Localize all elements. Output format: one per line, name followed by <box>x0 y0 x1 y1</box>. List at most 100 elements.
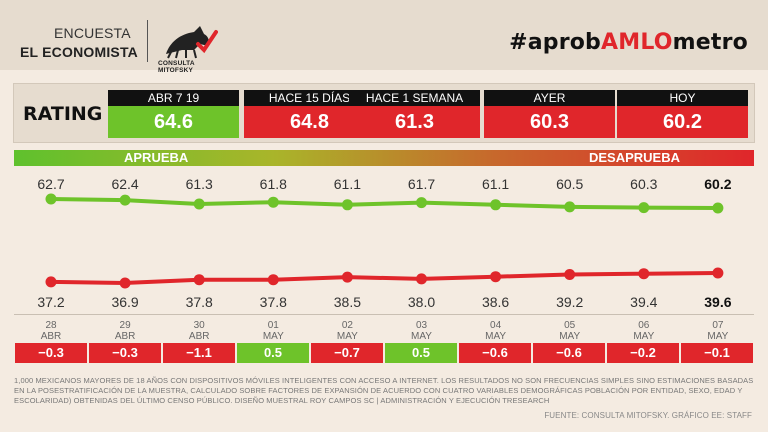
disapprove-point <box>490 271 502 283</box>
date-label: 06 MAY <box>619 320 669 342</box>
rating-card-head: AYER <box>484 90 615 106</box>
daily-change-cell: −0.3 <box>89 343 161 363</box>
approve-point <box>712 202 724 214</box>
date-label: 30 ABR <box>174 320 224 342</box>
legend-approve: APRUEBA <box>124 150 189 165</box>
date-month: ABR <box>188 331 210 342</box>
rating-card-value: 64.6 <box>108 106 239 138</box>
date-label: 07 MAY <box>693 320 743 342</box>
disapprove-point <box>267 274 279 286</box>
daily-change-cell: 0.5 <box>385 343 457 363</box>
approve-value-label: 60.5 <box>556 176 583 192</box>
approve-value-label: 61.1 <box>482 176 509 192</box>
date-month: ABR <box>114 331 136 342</box>
approve-point <box>564 201 576 213</box>
rating-card-today: HOY 60.2 <box>617 90 748 138</box>
approve-value-label: 60.3 <box>630 176 657 192</box>
approve-point <box>416 197 427 209</box>
disapprove-value-label: 36.9 <box>111 294 138 310</box>
disapprove-value-label: 39.2 <box>556 294 583 310</box>
date-month: MAY <box>336 331 358 342</box>
rating-card-abr7: ABR 7 19 64.6 <box>108 90 239 138</box>
date-label: 28 ABR <box>26 320 76 342</box>
hashtag-suffix: metro <box>672 30 748 55</box>
disapprove-value-label: 38.5 <box>334 294 361 310</box>
daily-change-cell: −0.3 <box>15 343 87 363</box>
date-day: 04 <box>490 320 502 331</box>
rating-label: RATING <box>23 103 103 125</box>
rating-card-head: ABR 7 19 <box>108 90 239 106</box>
date-day: 05 <box>564 320 576 331</box>
disapprove-point <box>45 276 57 288</box>
disapprove-value-label: 39.6 <box>704 294 731 310</box>
daily-change-cell: −0.7 <box>311 343 383 363</box>
approve-value-label: 60.2 <box>704 176 731 192</box>
approve-point <box>267 196 279 208</box>
disapprove-point <box>341 271 353 283</box>
approve-point <box>490 199 502 211</box>
disapprove-point <box>193 274 205 286</box>
date-label: 02 MAY <box>322 320 372 342</box>
date-month: MAY <box>707 331 729 342</box>
date-label: 03 MAY <box>397 320 447 342</box>
disapprove-point <box>416 273 427 285</box>
date-day: 02 <box>341 320 353 331</box>
date-label: 04 MAY <box>471 320 521 342</box>
date-month: MAY <box>262 331 284 342</box>
hashtag-highlight: AMLO <box>601 30 673 55</box>
rating-card-value: 60.3 <box>484 106 615 138</box>
approve-series-line <box>50 197 718 210</box>
disapprove-value-label: 38.0 <box>408 294 435 310</box>
hashtag-prefix: #aprob <box>509 30 602 55</box>
date-label: 01 MAY <box>248 320 298 342</box>
rating-card-1-week: HACE 1 SEMANA 61.3 <box>349 90 480 138</box>
disapprove-value-label: 37.8 <box>260 294 287 310</box>
rating-card-value: 60.2 <box>617 106 748 138</box>
date-day: 07 <box>712 320 724 331</box>
approve-point <box>45 193 57 205</box>
approve-point <box>193 198 205 210</box>
disapprove-value-label: 37.8 <box>186 294 213 310</box>
rating-card-head: HACE 1 SEMANA <box>349 90 480 106</box>
approve-value-label: 62.4 <box>111 176 138 192</box>
date-month: MAY <box>485 331 507 342</box>
date-day: 03 <box>415 320 428 331</box>
date-day: 29 <box>119 320 131 331</box>
source-note: FUENTE: CONSULTA MITOFSKY. GRÁFICO EE: S… <box>544 411 752 420</box>
approve-value-label: 61.7 <box>408 176 435 192</box>
hashtag-title: #aprobAMLOmetro <box>509 30 748 55</box>
disapprove-value-label: 39.4 <box>630 294 657 310</box>
header: ENCUESTA EL ECONOMISTA CONSULTA MITOFSKY… <box>0 0 768 74</box>
approve-value-label: 61.3 <box>186 176 213 192</box>
daily-change-cell: −0.6 <box>533 343 605 363</box>
disapprove-series-line <box>50 271 718 285</box>
approval-gradient-bar: APRUEBA DESAPRUEBA <box>14 150 754 166</box>
approve-point <box>341 199 353 211</box>
date-month: ABR <box>40 331 62 342</box>
approve-value-label: 61.8 <box>260 176 287 192</box>
legend-disapprove: DESAPRUEBA <box>588 150 680 165</box>
methodology-footnote: 1,000 MEXICANOS MAYORES DE 18 AÑOS CON D… <box>14 376 754 405</box>
date-day: 30 <box>193 320 205 331</box>
date-month: MAY <box>411 331 432 342</box>
brand-line2: EL ECONOMISTA <box>20 44 138 60</box>
approve-value-label: 61.1 <box>334 176 361 192</box>
approve-point <box>119 194 131 206</box>
daily-change-cell: −0.6 <box>459 343 531 363</box>
brand-divider <box>147 20 148 62</box>
date-day: 06 <box>638 320 650 331</box>
dates-divider <box>14 314 754 315</box>
date-day: 01 <box>267 320 279 331</box>
date-label: 29 ABR <box>100 320 150 342</box>
disapprove-point <box>638 268 650 280</box>
daily-change-cell: −0.2 <box>607 343 679 363</box>
rating-panel: RATING ABR 7 19 64.6 HACE 15 DÍAS 64.8 H… <box>13 83 755 143</box>
date-month: MAY <box>559 331 581 342</box>
approve-point <box>638 202 650 214</box>
daily-change-cell: −1.1 <box>163 343 235 363</box>
disapprove-point <box>119 277 131 289</box>
date-label: 05 MAY <box>545 320 595 342</box>
rating-card-yesterday: AYER 60.3 <box>484 90 615 138</box>
rating-card-head: HACE 15 DÍAS <box>244 90 375 106</box>
